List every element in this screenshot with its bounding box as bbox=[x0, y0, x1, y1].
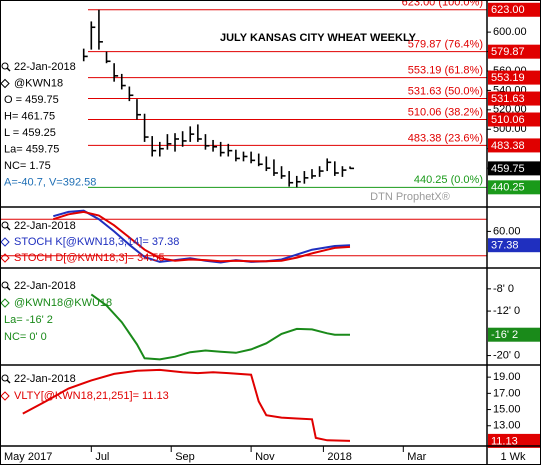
info-text: VLTY[@KWN18,21,251]= 11.13 bbox=[14, 390, 169, 402]
fib-label: 623.00 (100.0%) bbox=[402, 0, 483, 9]
y-tick-label: -12' 0 bbox=[493, 305, 520, 317]
y-tick-label: 13.00 bbox=[493, 420, 521, 432]
value-box-label: 553.19 bbox=[491, 72, 525, 84]
x-tick-label: Jul bbox=[95, 451, 109, 463]
series-line bbox=[22, 368, 351, 442]
diamond-icon bbox=[0, 237, 10, 247]
y-tick-label: -8' 0 bbox=[493, 283, 514, 295]
value-box bbox=[488, 44, 541, 59]
value-box-label: 11.13 bbox=[491, 435, 518, 447]
info-text: STOCH K[@KWN18,3,14]= 37.38 bbox=[14, 236, 179, 248]
y-tick-label: 600.00 bbox=[493, 26, 527, 38]
value-box bbox=[488, 161, 541, 176]
fib-label: 510.06 (38.2%) bbox=[408, 106, 483, 118]
x-tick-label: Sep bbox=[175, 451, 195, 463]
y-tick-label: 19.00 bbox=[493, 371, 521, 383]
value-box bbox=[488, 70, 541, 85]
fib-label: 440.25 (0.0%) bbox=[414, 174, 483, 186]
value-box-label: 459.75 bbox=[491, 163, 525, 175]
x-tick-label: 2018 bbox=[327, 451, 351, 463]
value-box bbox=[488, 238, 541, 253]
y-tick-label: 15.00 bbox=[493, 403, 521, 415]
diamond-icon bbox=[0, 78, 10, 89]
y-tick-label: -20' 0 bbox=[493, 349, 520, 361]
value-box-label: 483.38 bbox=[491, 140, 525, 152]
diamond-icon bbox=[0, 253, 10, 263]
value-box-label: 510.06 bbox=[491, 114, 525, 126]
info-text: 22-Jan-2018 bbox=[14, 280, 76, 292]
fib-label: 553.19 (61.8%) bbox=[408, 65, 483, 77]
value-box bbox=[488, 91, 541, 106]
info-text: @KWN18@KWU18 bbox=[14, 297, 112, 309]
info-text: NC= 0' 0 bbox=[4, 331, 47, 343]
value-box bbox=[488, 433, 541, 448]
fib-label: 483.38 (23.6%) bbox=[408, 132, 483, 144]
value-box bbox=[488, 138, 541, 153]
value-box-label: -16' 2 bbox=[491, 329, 518, 341]
value-box bbox=[488, 327, 541, 342]
info-text: A=-40.7, V=392.58 bbox=[4, 176, 96, 188]
value-box-label: 579.87 bbox=[491, 46, 525, 58]
info-text: La= 459.75 bbox=[4, 143, 59, 155]
value-box bbox=[488, 180, 541, 195]
magnifier-icon bbox=[1, 221, 9, 229]
info-text: 22-Jan-2018 bbox=[14, 373, 76, 385]
fib-label: 531.63 (50.0%) bbox=[408, 85, 483, 97]
info-text: La= -16' 2 bbox=[4, 314, 53, 326]
info-text: @KWN18 bbox=[14, 77, 63, 89]
watermark: DTN ProphetX® bbox=[370, 191, 450, 203]
info-text: STOCH D[@KWN18,3]= 34.55 bbox=[14, 252, 165, 264]
y-tick-label: 17.00 bbox=[493, 387, 521, 399]
fib-label: 579.87 (76.4%) bbox=[408, 39, 483, 51]
magnifier-icon bbox=[1, 62, 9, 70]
x-tick-label: Nov bbox=[255, 451, 275, 463]
value-box-label: 531.63 bbox=[491, 93, 525, 105]
chart-title: JULY KANSAS CITY WHEAT WEEKLY bbox=[220, 32, 417, 44]
value-box bbox=[488, 112, 541, 127]
y-tick-label: 60.00 bbox=[493, 225, 521, 237]
info-text: O = 459.75 bbox=[4, 94, 59, 106]
info-text: NC= 1.75 bbox=[4, 160, 51, 172]
magnifier-icon bbox=[1, 374, 9, 382]
value-box-label: 440.25 bbox=[491, 182, 525, 194]
info-text: H= 461.75 bbox=[4, 110, 55, 122]
value-box-label: 37.38 bbox=[491, 240, 519, 252]
series-line bbox=[90, 293, 350, 361]
value-box-label: 623.00 bbox=[491, 4, 525, 16]
info-text: 22-Jan-2018 bbox=[14, 220, 76, 232]
period-label: 1 Wk bbox=[500, 451, 526, 463]
info-text: L = 459.25 bbox=[4, 127, 56, 139]
magnifier-icon bbox=[1, 281, 9, 289]
series-line bbox=[52, 210, 351, 263]
magnifier-handle bbox=[6, 226, 11, 231]
x-tick-label: Mar bbox=[407, 451, 426, 463]
magnifier-handle bbox=[6, 379, 11, 384]
value-box bbox=[488, 2, 541, 17]
info-text: 22-Jan-2018 bbox=[14, 61, 76, 73]
magnifier-handle bbox=[6, 67, 11, 72]
x-tick-label: May 2017 bbox=[4, 451, 52, 463]
diamond-icon bbox=[0, 298, 10, 308]
magnifier-handle bbox=[6, 286, 11, 291]
diamond-icon bbox=[0, 391, 10, 401]
